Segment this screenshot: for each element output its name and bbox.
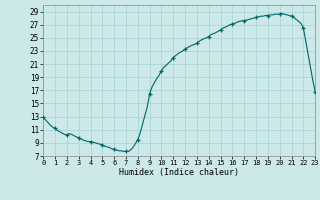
X-axis label: Humidex (Indice chaleur): Humidex (Indice chaleur) [119, 168, 239, 177]
